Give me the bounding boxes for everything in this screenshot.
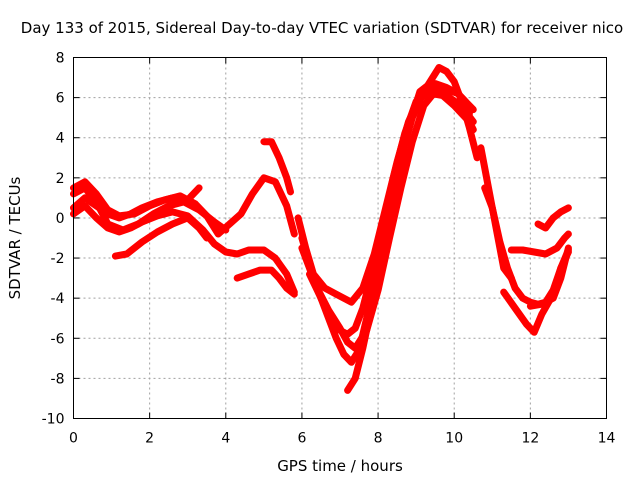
series-track-2 (70, 184, 203, 222)
x-tick-label: 2 (145, 431, 154, 447)
data-series (70, 64, 572, 394)
x-axis-label: GPS time / hours (277, 457, 403, 475)
y-tick-label: 0 (56, 211, 65, 227)
x-tick-label: 8 (374, 431, 383, 447)
x-tick-label: 6 (297, 431, 306, 447)
y-tick-label: -6 (51, 331, 65, 347)
x-tick-label: 10 (445, 431, 463, 447)
series-track-16 (507, 230, 572, 258)
chart-title: Day 133 of 2015, Sidereal Day-to-day VTE… (21, 19, 623, 37)
plot-frame (73, 57, 607, 419)
x-tick-label: 14 (598, 431, 616, 447)
y-tick-label: 4 (56, 131, 65, 147)
axis-ticks: 0 2 4 6 8 10 12 14 -10 -8 -6 -4 -2 0 2 4 6 8 (42, 51, 616, 447)
y-tick-label: 2 (56, 171, 65, 187)
x-tick-label: 12 (521, 431, 539, 447)
series-track-18 (526, 244, 572, 310)
y-tick-label: -2 (51, 251, 65, 267)
series-track-6 (233, 266, 298, 298)
series-track-17 (534, 204, 572, 232)
x-tick-label: 4 (221, 431, 230, 447)
series-track-12 (344, 64, 481, 394)
series-track-5 (111, 214, 211, 260)
y-tick-label: 8 (56, 51, 65, 67)
x-tick-label: 0 (69, 431, 78, 447)
y-tick-label: -10 (42, 412, 65, 428)
y-axis-label: SDTVAR / TECUs (6, 176, 24, 299)
series-track-11 (306, 82, 477, 338)
series-track-7 (260, 138, 294, 196)
y-tick-label: -8 (51, 371, 65, 387)
y-tick-label: -4 (51, 291, 65, 307)
y-tick-label: 6 (56, 91, 65, 107)
